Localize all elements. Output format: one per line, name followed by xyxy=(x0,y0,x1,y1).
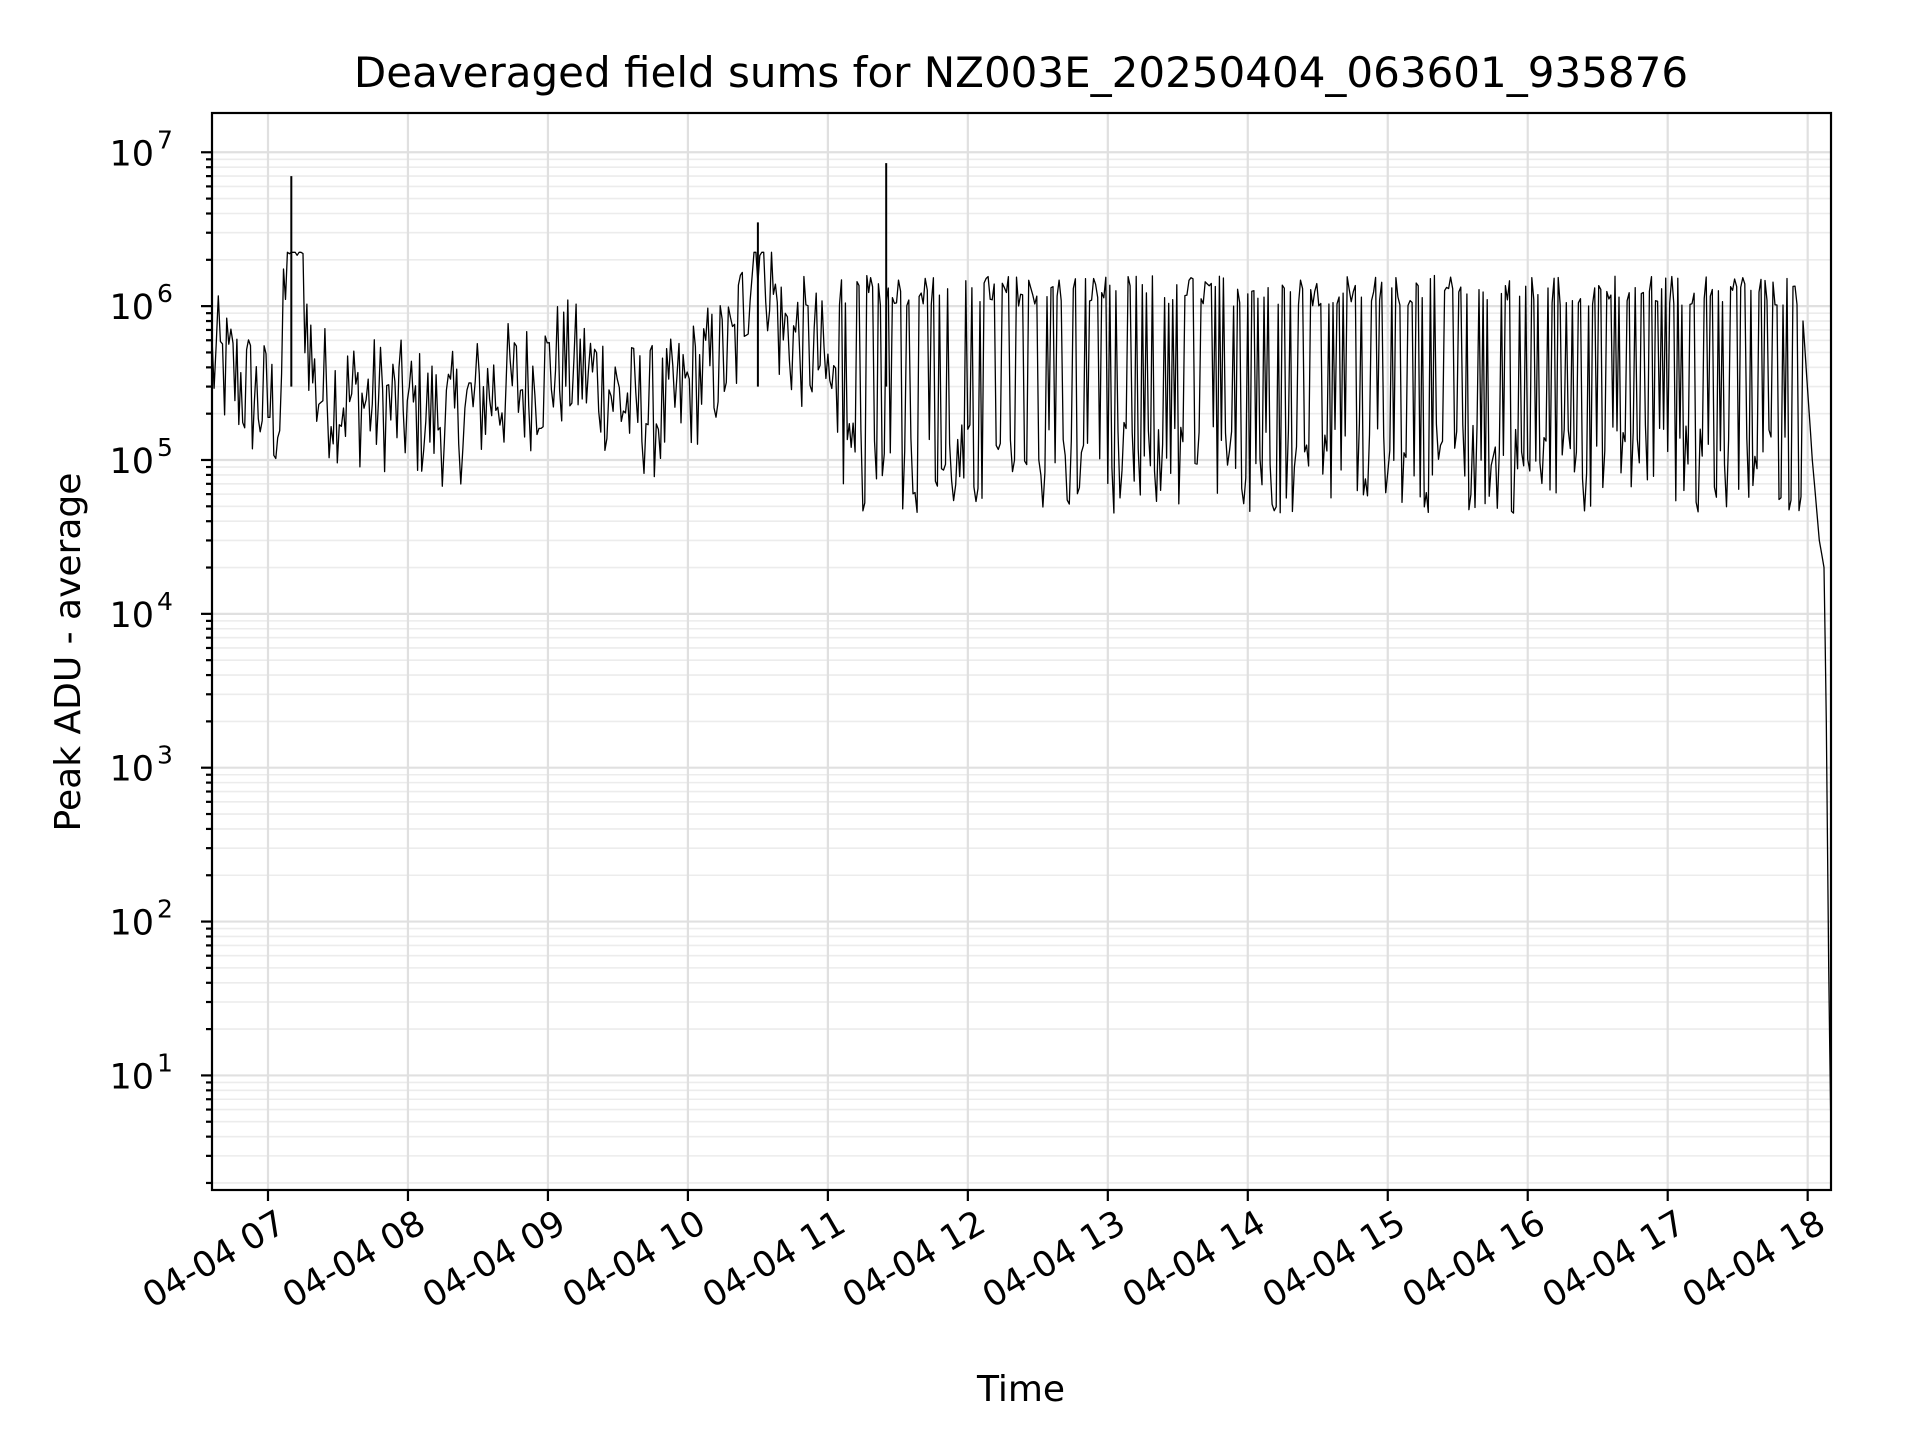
x-tick-label: 04-04 08 xyxy=(276,1203,432,1316)
x-tick-label: 04-04 15 xyxy=(1256,1203,1412,1316)
y-tick-label: 10 xyxy=(109,1057,154,1097)
x-tick-label: 04-04 12 xyxy=(836,1203,992,1316)
y-axis-label: Peak ADU - average xyxy=(48,473,89,832)
x-tick-label: 04-04 16 xyxy=(1396,1203,1552,1316)
y-tick-exponent: 1 xyxy=(157,1048,173,1077)
chart-title: Deaveraged field sums for NZ003E_2025040… xyxy=(354,48,1688,97)
x-tick-label: 04-04 07 xyxy=(136,1203,292,1316)
y-tick-exponent: 2 xyxy=(157,895,173,924)
y-tick-label: 10 xyxy=(109,134,154,174)
x-tick-label: 04-04 17 xyxy=(1536,1203,1692,1316)
y-tick-exponent: 5 xyxy=(157,433,173,462)
y-tick-exponent: 6 xyxy=(157,279,173,308)
y-tick-label: 10 xyxy=(109,904,154,944)
y-tick-label: 10 xyxy=(109,442,154,482)
y-tick-label: 10 xyxy=(109,750,154,790)
x-axis-label: Time xyxy=(976,1369,1065,1410)
x-tick-label: 04-04 10 xyxy=(556,1203,712,1316)
y-tick-label: 10 xyxy=(109,596,154,636)
x-tick-label: 04-04 11 xyxy=(696,1203,852,1316)
x-tick-label: 04-04 14 xyxy=(1116,1203,1272,1316)
x-tick-label: 04-04 13 xyxy=(976,1203,1132,1316)
x-tick-label: 04-04 09 xyxy=(416,1203,572,1316)
series-line xyxy=(211,251,1832,1137)
x-tick-label: 04-04 18 xyxy=(1676,1203,1832,1316)
y-tick-exponent: 4 xyxy=(157,587,173,616)
y-tick-exponent: 7 xyxy=(157,125,173,154)
tick-marks xyxy=(201,151,1809,1201)
grid-lines xyxy=(212,113,1831,1190)
series-layer xyxy=(211,163,1832,1137)
plot-frame xyxy=(210,111,1833,1192)
y-tick-exponent: 3 xyxy=(157,741,173,770)
y-tick-label: 10 xyxy=(109,288,154,328)
